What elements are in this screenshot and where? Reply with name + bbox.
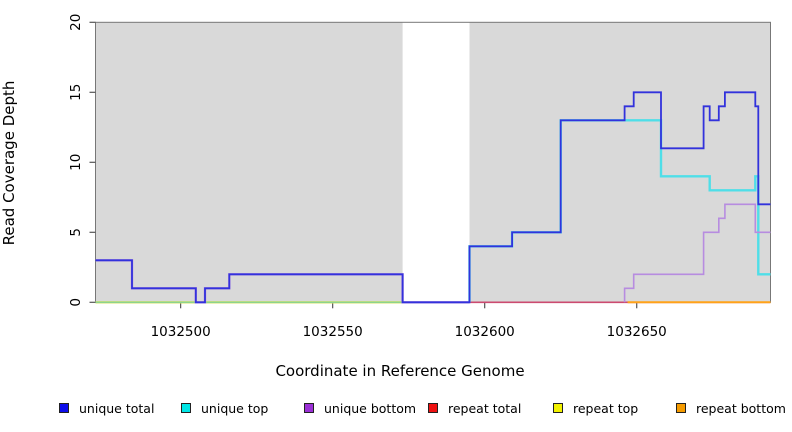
legend-label: repeat total xyxy=(448,400,522,416)
legend-item-unique-bottom: unique bottom xyxy=(304,399,416,417)
legend-swatch-icon xyxy=(181,403,191,413)
legend-item-repeat-total: repeat total xyxy=(428,399,521,417)
x-tick-label: 1032650 xyxy=(607,324,667,340)
plot-shaded-region xyxy=(469,22,771,303)
legend-swatch-icon xyxy=(304,403,314,413)
chart-legend: unique total unique top unique bottom repea… xyxy=(0,399,792,421)
legend-item-repeat-bottom: repeat bottom xyxy=(676,399,786,417)
legend-item-unique-total: unique total xyxy=(59,399,154,417)
x-tick-label: 1032550 xyxy=(303,324,363,340)
x-axis-title: Coordinate in Reference Genome xyxy=(275,362,525,380)
y-axis-title: Read Coverage Depth xyxy=(0,80,18,246)
series-line-unique-total xyxy=(95,91,771,304)
legend-label: unique total xyxy=(79,400,155,416)
legend-item-repeat-top: repeat top xyxy=(553,399,638,417)
plot-shaded-region xyxy=(95,22,403,303)
y-tick-label: 10 xyxy=(68,154,84,171)
x-tick-label: 1032600 xyxy=(455,324,515,340)
legend-label: unique top xyxy=(201,400,269,416)
legend-swatch-icon xyxy=(428,403,438,413)
y-tick-label: 0 xyxy=(68,298,84,307)
y-tick-label: 5 xyxy=(68,228,84,237)
legend-label: repeat bottom xyxy=(696,400,786,416)
legend-label: repeat top xyxy=(573,400,639,416)
legend-swatch-icon xyxy=(553,403,563,413)
y-tick-label: 15 xyxy=(68,84,84,101)
legend-swatch-icon xyxy=(59,403,69,413)
legend-label: unique bottom xyxy=(324,400,417,416)
legend-swatch-icon xyxy=(676,403,686,413)
x-tick-label: 1032500 xyxy=(151,324,211,340)
y-tick-label: 20 xyxy=(68,14,84,31)
series-line-unique-bottom-right xyxy=(623,203,771,303)
legend-item-unique-top: unique top xyxy=(181,399,268,417)
